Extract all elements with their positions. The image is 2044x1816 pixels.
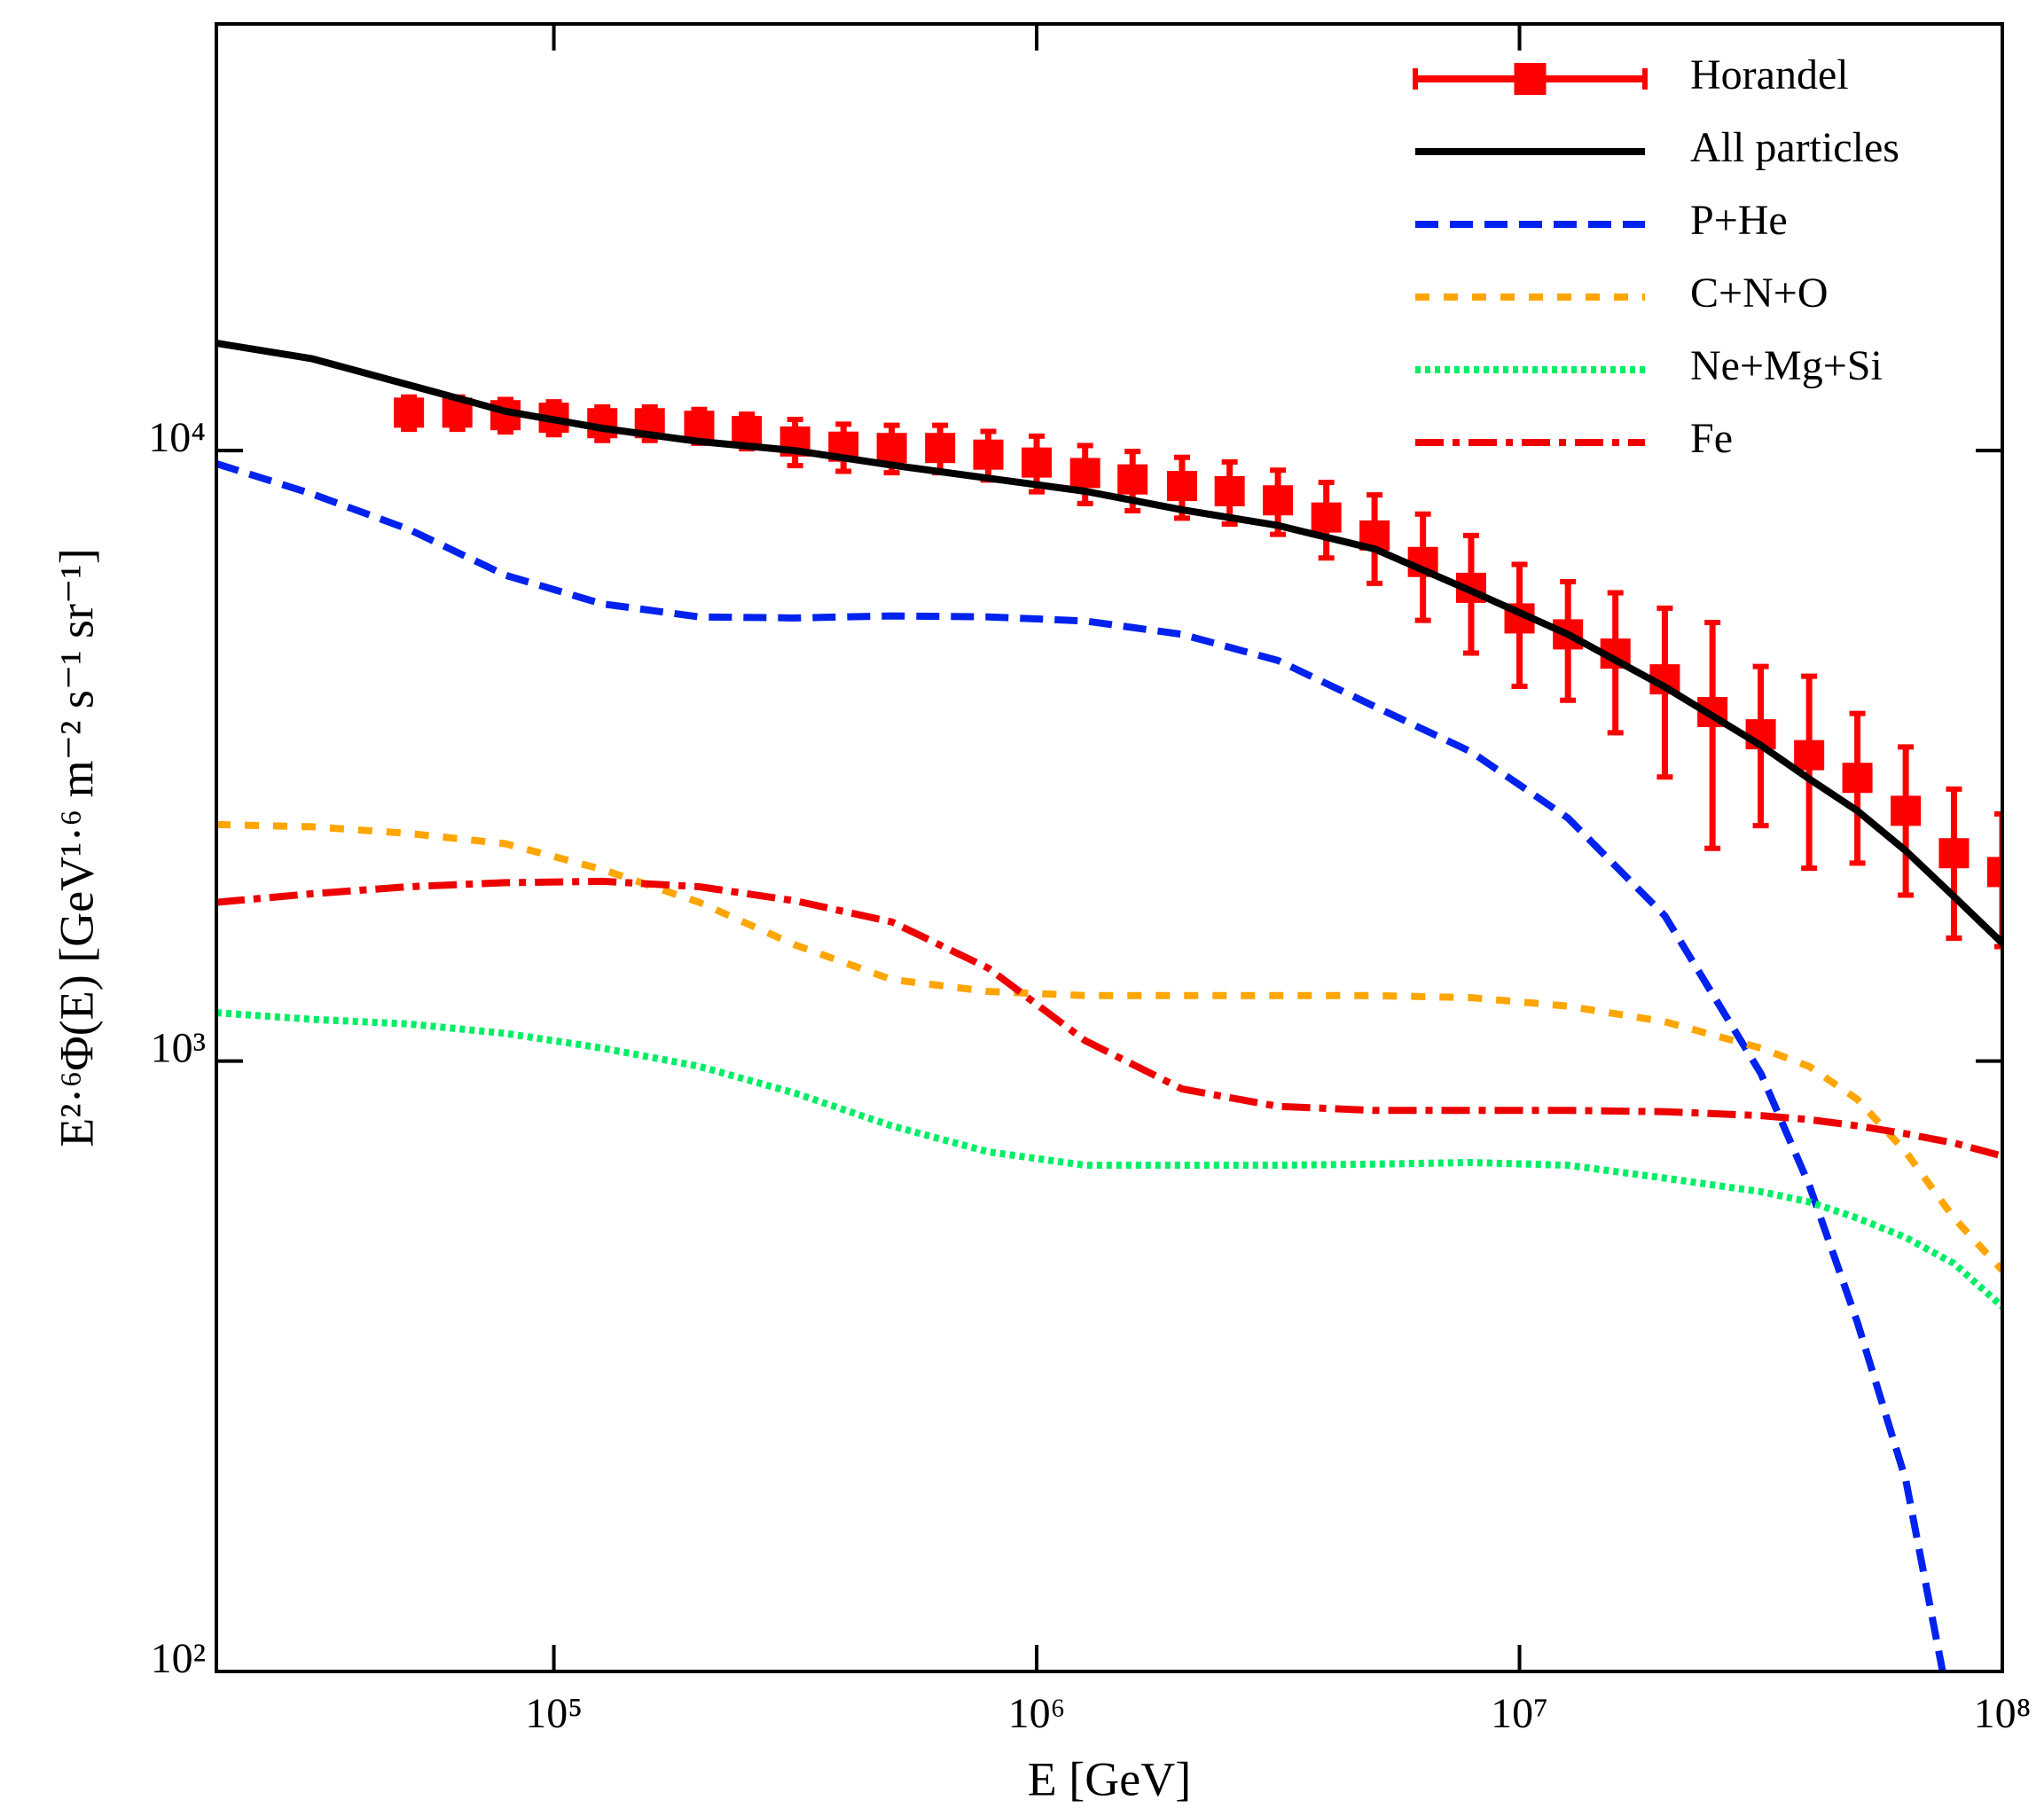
plot-frame [215, 22, 2004, 1673]
legend-label: C+N+O [1690, 270, 1828, 317]
data-marker [1891, 795, 1922, 826]
data-marker [1842, 763, 1873, 794]
data-marker [1166, 471, 1197, 502]
y-tick-label: 10⁴ [148, 414, 206, 461]
x-tick-label: 10⁶ [1008, 1690, 1066, 1737]
data-marker [1987, 857, 2002, 888]
data-marker [684, 411, 715, 442]
y-axis-label: E²·⁶Φ(E) [GeV¹·⁶ m⁻² s⁻¹ sr⁻¹] [50, 548, 103, 1147]
y-tick-label: 10³ [151, 1025, 206, 1072]
legend-label: Ne+Mg+Si [1690, 342, 1883, 389]
data-marker [394, 397, 425, 428]
legend-label: Fe [1690, 415, 1733, 462]
data-marker [973, 439, 1004, 470]
data-marker [1263, 485, 1294, 516]
x-tick-label: 10⁷ [1491, 1690, 1548, 1737]
data-marker [1022, 447, 1053, 478]
data-marker [1794, 740, 1825, 771]
x-tick-label: 10⁵ [525, 1690, 583, 1737]
data-marker [732, 416, 763, 447]
data-marker [1117, 464, 1148, 495]
legend-label: All particles [1690, 124, 1899, 171]
data-marker [876, 433, 907, 464]
legend-label: Horandel [1690, 51, 1849, 98]
data-marker [1214, 475, 1245, 506]
data-marker [1311, 502, 1342, 533]
series-line [216, 1009, 2002, 1310]
x-tick-label: 10⁸ [1974, 1690, 2032, 1737]
series-line [216, 820, 2002, 1273]
y-tick-label: 10² [151, 1635, 206, 1682]
series-line [216, 460, 1946, 1671]
legend-marker [1514, 63, 1547, 95]
legend-label: P+He [1690, 197, 1788, 244]
data-marker [1938, 838, 1970, 869]
data-marker [925, 433, 956, 464]
series-line [216, 340, 2002, 946]
x-axis-label: E [GeV] [1028, 1752, 1191, 1805]
plot-area [216, 340, 2002, 1671]
data-marker [1069, 458, 1100, 489]
series-line [216, 877, 2002, 1160]
